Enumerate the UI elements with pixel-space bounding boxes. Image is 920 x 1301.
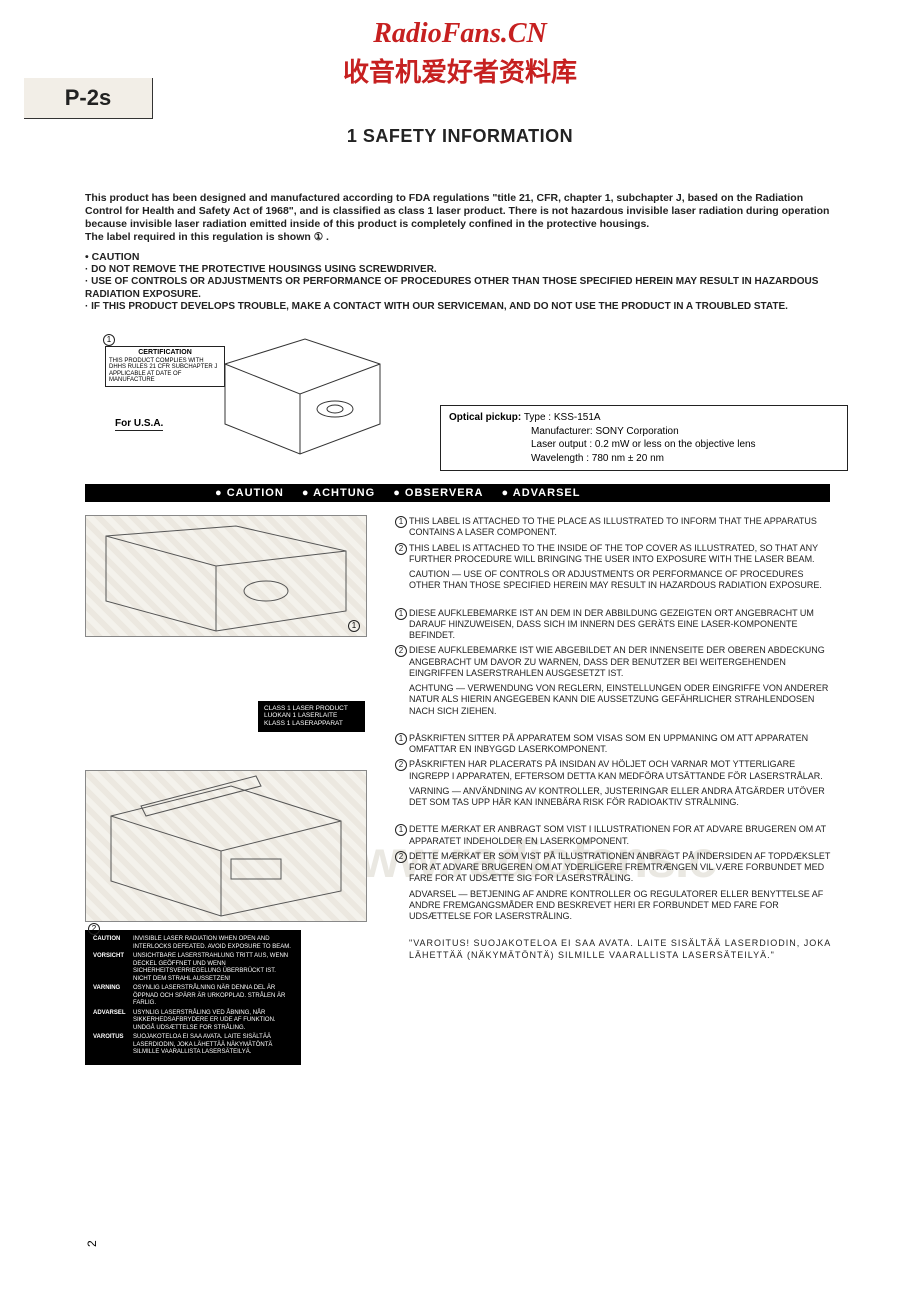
caution-heading: • CAUTION (85, 251, 830, 264)
multilanguage-notes: 1THIS LABEL IS ATTACHED TO THE PLACE AS … (395, 516, 833, 961)
german-block: 1DIESE AUFKLEBEMARKE IST AN DEM IN DER A… (395, 608, 833, 717)
class1-laser-label: CLASS 1 LASER PRODUCT LUOKAN 1 LASERLAIT… (258, 701, 365, 732)
optical-manufacturer: Manufacturer: SONY Corporation (531, 425, 679, 439)
optical-laser-output: Laser output : 0.2 mW or less on the obj… (531, 438, 756, 452)
class1-line1: CLASS 1 LASER PRODUCT (264, 705, 359, 713)
swedish-block: 1PÅSKRIFTEN SITTER PÅ APPARATEM SOM VISA… (395, 733, 833, 809)
class1-line3: KLASS 1 LASERAPPARAT (264, 720, 359, 728)
en-item-1: THIS LABEL IS ATTACHED TO THE PLACE AS I… (409, 516, 833, 539)
warn-text-varning: OSYNLIG LASERSTRÅLNING NÄR DENNA DEL ÄR … (133, 985, 293, 1008)
chassis-isometric-icon (215, 334, 385, 464)
de-note: ACHTUNG — VERWENDUNG VON REGLERN, EINSTE… (409, 683, 833, 717)
optical-label: Optical pickup: (449, 412, 521, 423)
en-num-1-icon: 1 (395, 516, 407, 528)
optical-pickup-spec-box: Optical pickup: Type : KSS-151A Manufact… (440, 405, 848, 471)
section-title: 1 SAFETY INFORMATION (0, 126, 920, 147)
multilang-caution-bar: ● CAUTION ● ACHTUNG ● OBSERVERA ● ADVARS… (85, 484, 830, 502)
de-num-1-icon: 1 (395, 608, 407, 620)
model-number-box: P-2s (24, 78, 153, 119)
warn-lang-vorsicht: VORSICHT (93, 953, 133, 983)
chassis-open-view-icon: 2 (85, 770, 367, 922)
for-usa-label: For U.S.A. (115, 418, 163, 431)
warn-text-caution: INVISIBLE LASER RADIATION WHEN OPEN AND … (133, 936, 293, 951)
sv-num-2-icon: 2 (395, 759, 407, 771)
callout-1-icon: 1 (103, 334, 115, 346)
page-number: 2 (85, 1240, 99, 1247)
de-num-2-icon: 2 (395, 645, 407, 657)
english-block: 1THIS LABEL IS ATTACHED TO THE PLACE AS … (395, 516, 833, 592)
caution-item-2: · USE OF CONTROLS OR ADJUSTMENTS OR PERF… (85, 276, 830, 301)
de-item-1: DIESE AUFKLEBEMARKE IST AN DEM IN DER AB… (409, 608, 833, 642)
intro-paragraph-2: The label required in this regulation is… (85, 231, 830, 244)
warn-text-vorsicht: UNSICHTBARE LASERSTRAHLUNG TRITT AUS, WE… (133, 953, 293, 983)
bar-caution: ● CAUTION (215, 487, 284, 499)
warn-lang-caution: CAUTION (93, 936, 133, 951)
cert-body: THIS PRODUCT COMPLIES WITH DHHS RULES 21… (109, 358, 221, 384)
sv-item-2: PÅSKRIFTEN HAR PLACERATS PÅ INSIDAN AV H… (409, 759, 833, 782)
da-item-1: DETTE MÆRKAT ER ANBRAGT SOM VIST I ILLUS… (409, 824, 833, 847)
cert-title: CERTIFICATION (109, 349, 221, 357)
en-item-2: THIS LABEL IS ATTACHED TO THE INSIDE OF … (409, 543, 833, 566)
sv-num-1-icon: 1 (395, 733, 407, 745)
sv-item-1: PÅSKRIFTEN SITTER PÅ APPARATEM SOM VISAS… (409, 733, 833, 756)
finnish-note: "VAROITUS! SUOJAKOTELOA EI SAA AVATA. LA… (409, 938, 833, 961)
callout-2-icon: 2 (88, 923, 100, 935)
bar-achtung: ● ACHTUNG (302, 487, 375, 499)
warn-lang-varning: VARNING (93, 985, 133, 1008)
warn-lang-varoitus: VAROITUS (93, 1034, 133, 1057)
callout-1b-icon: 1 (348, 620, 360, 632)
da-item-2: DETTE MÆRKAT ER SOM VIST PÅ ILLUSTRATION… (409, 851, 833, 885)
warn-text-varoitus: SUOJAKOTELOA EI SAA AVATA. LAITE SISÄLTÄ… (133, 1034, 293, 1057)
caution-item-3: · IF THIS PRODUCT DEVELOPS TROUBLE, MAKE… (85, 301, 830, 314)
optical-type: Type : KSS-151A (524, 412, 601, 423)
class1-line2: LUOKAN 1 LASERLAITE (264, 712, 359, 720)
en-num-2-icon: 2 (395, 543, 407, 555)
bar-observera: ● OBSERVERA (393, 487, 483, 499)
interior-warning-label: CAUTIONINVISIBLE LASER RADIATION WHEN OP… (85, 930, 301, 1065)
en-note: CAUTION — USE OF CONTROLS OR ADJUSTMENTS… (409, 569, 833, 592)
certification-label-box: CERTIFICATION THIS PRODUCT COMPLIES WITH… (105, 346, 225, 387)
da-note: ADVARSEL — BETJENING AF ANDRE KONTROLLER… (409, 889, 833, 923)
de-item-2: DIESE AUFKLEBEMARKE IST WIE ABGEBILDET A… (409, 645, 833, 679)
intro-block: This product has been designed and manuf… (85, 192, 830, 314)
usa-certification-diagram: 1 CERTIFICATION THIS PRODUCT COMPLIES WI… (85, 334, 390, 464)
label-placement-diagram-1: 1 CLASS 1 LASER PRODUCT LUOKAN 1 LASERLA… (85, 515, 365, 690)
intro-paragraph-1: This product has been designed and manuf… (85, 192, 830, 231)
caution-item-1: · DO NOT REMOVE THE PROTECTIVE HOUSINGS … (85, 264, 830, 277)
optical-wavelength: Wavelength : 780 nm ± 20 nm (531, 452, 664, 466)
chassis-top-view-icon: 1 (85, 515, 367, 637)
site-watermark-title: RadioFans.CN (0, 18, 920, 50)
bar-advarsel: ● ADVARSEL (501, 487, 580, 499)
sv-note: VARNING — ANVÄNDNING AV KONTROLLER, JUST… (409, 786, 833, 809)
warn-text-advarsel: USYNLIG LASERSTRÅLING VED ÅBNING, NÅR SI… (133, 1010, 293, 1033)
danish-block: 1DETTE MÆRKAT ER ANBRAGT SOM VIST I ILLU… (395, 824, 833, 922)
da-num-1-icon: 1 (395, 824, 407, 836)
label-placement-diagram-2: 2 CAUTIONINVISIBLE LASER RADIATION WHEN … (85, 770, 365, 1025)
da-num-2-icon: 2 (395, 851, 407, 863)
warn-lang-advarsel: ADVARSEL (93, 1010, 133, 1033)
